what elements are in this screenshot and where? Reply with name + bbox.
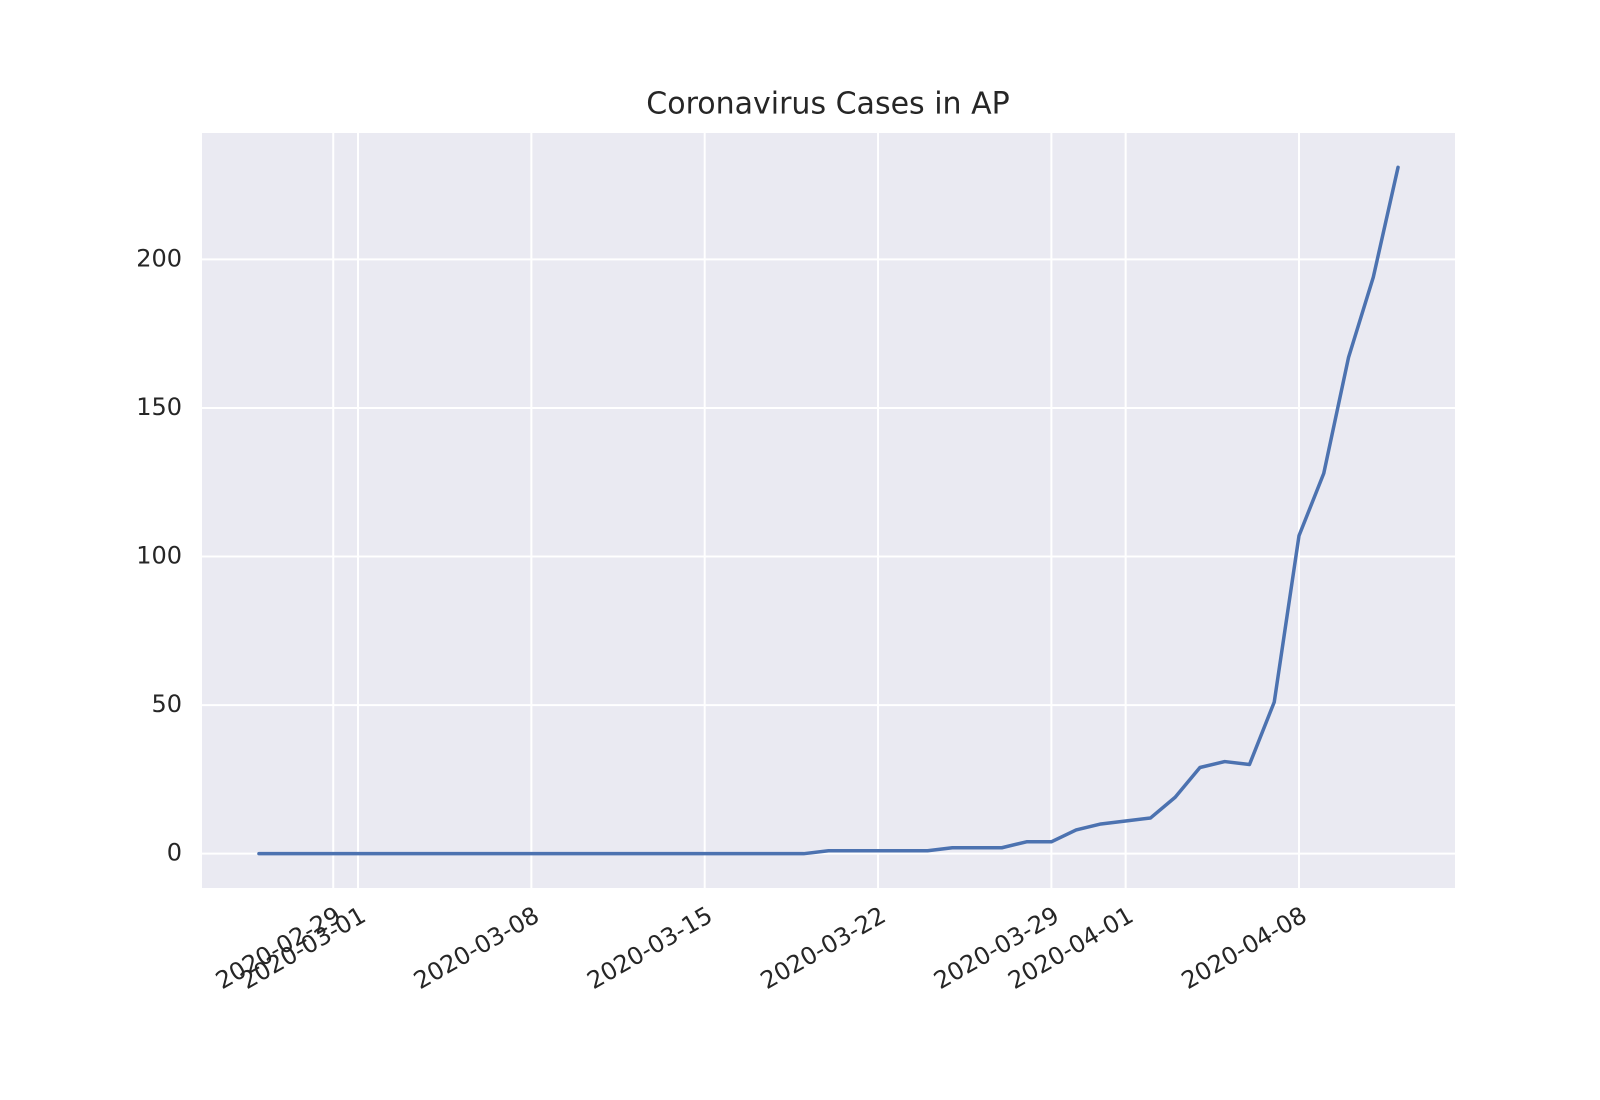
x-tick-label: 2020-04-08 xyxy=(1177,901,1312,995)
x-tick-label: 2020-03-15 xyxy=(582,901,717,995)
plot-area xyxy=(202,133,1455,888)
y-tick-label: 200 xyxy=(136,244,182,272)
x-tick-label: 2020-03-22 xyxy=(756,901,891,995)
y-tick-label: 50 xyxy=(151,690,182,718)
chart-title: Coronavirus Cases in AP xyxy=(646,87,1009,122)
y-tick-label: 150 xyxy=(136,393,182,421)
data-line xyxy=(257,165,1400,856)
y-tick-label: 0 xyxy=(167,839,182,867)
x-tick-label: 2020-03-08 xyxy=(409,901,544,995)
y-tick-label: 100 xyxy=(136,542,182,570)
